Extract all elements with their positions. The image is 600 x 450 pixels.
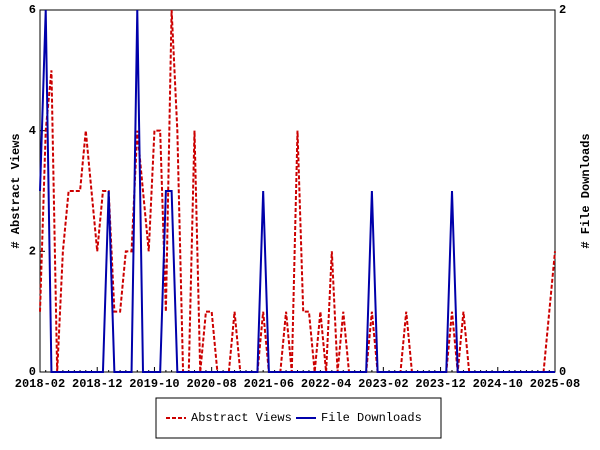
x-tick-label: 2024-10 [473,377,523,391]
legend-label: Abstract Views [191,411,292,425]
x-tick-label: 2023-12 [415,377,465,391]
x-tick-label: 2021-06 [244,377,294,391]
y-tick-label: 2 [29,245,36,259]
y-tick-label: 6 [29,3,36,17]
y2-tick-label: 2 [559,3,566,17]
x-tick-label: 2018-12 [72,377,122,391]
plot-frame [39,9,556,373]
y-tick-label: 4 [29,124,36,138]
y-axis-label: # Abstract Views [9,133,23,248]
series-line [39,9,555,373]
x-tick-label: 2020-08 [186,377,236,391]
legend-label: File Downloads [321,411,422,425]
x-tick-label: 2019-10 [129,377,179,391]
y2-tick-label: 0 [559,365,566,379]
x-tick-label: 2018-02 [15,377,65,391]
y-tick-label: 0 [29,365,36,379]
x-tick-label: 2022-04 [301,377,351,391]
y2-axis-label: # File Downloads [579,133,593,248]
x-tick-label: 2025-08 [530,377,580,391]
x-tick-label: 2023-02 [358,377,408,391]
